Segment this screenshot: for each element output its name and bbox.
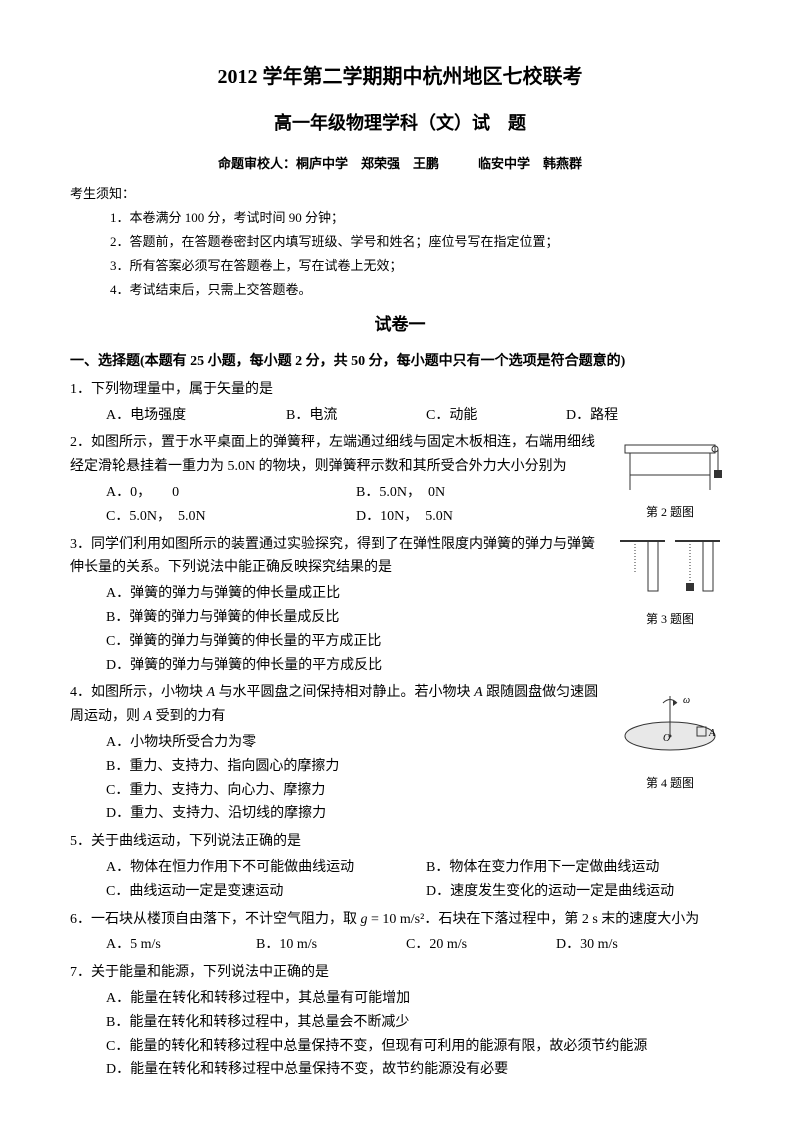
svg-text:A: A xyxy=(708,728,716,739)
q1-opt-a: A．电场强度 xyxy=(106,404,256,428)
title-sub: 高一年级物理学科（文）试 题 xyxy=(70,108,730,139)
part1-head: 一、选择题(本题有 25 小题，每小题 2 分，共 50 分，每小题中只有一个选… xyxy=(70,350,730,374)
spring-ruler-icon xyxy=(615,533,725,603)
q5-options: A．物体在恒力作用下不可能做曲线运动 B．物体在变力作用下一定做曲线运动 C．曲… xyxy=(70,856,730,904)
authors-line: 命题审校人：桐庐中学 郑荣强 王鹏 临安中学 韩燕群 xyxy=(70,153,730,175)
q5-opt-d: D．速度发生变化的运动一定是曲线运动 xyxy=(426,880,674,904)
q2-opt-b: B．5.0N， 0N xyxy=(356,481,445,505)
q6-opt-b: B．10 m/s xyxy=(256,933,376,957)
q3-opt-d: D．弹簧的弹力与弹簧的伸长量的平方成反比 xyxy=(106,654,730,678)
q6-text-b: = 10 m/s²．石块在下落过程中，第 2 s 末的速度大小为 xyxy=(368,912,700,927)
q5-opt-c: C．曲线运动一定是变速运动 xyxy=(106,880,396,904)
q7-opt-b: B．能量在转化和转移过程中，其总量会不断减少 xyxy=(106,1011,730,1035)
q5-opt-a: A．物体在恒力作用下不可能做曲线运动 xyxy=(106,856,396,880)
q6-options: A．5 m/s B．10 m/s C．20 m/s D．30 m/s xyxy=(70,933,730,957)
figure-2: 第 2 题图 xyxy=(610,435,730,522)
table-spring-icon xyxy=(615,435,725,495)
notice-head: 考生须知： xyxy=(70,183,730,205)
q1-opt-b: B．电流 xyxy=(286,404,396,428)
q5-text: 5．关于曲线运动，下列说法正确的是 xyxy=(70,830,730,854)
q1-opt-d: D．路程 xyxy=(566,404,618,428)
question-6: 6．一石块从楼顶自由落下，不计空气阻力，取 g = 10 m/s²．石块在下落过… xyxy=(70,908,730,958)
q6-opt-d: D．30 m/s xyxy=(556,933,618,957)
notice-list: 1．本卷满分 100 分，考试时间 90 分钟； 2．答题前，在答题卷密封区内填… xyxy=(70,207,730,301)
q2-opt-d: D．10N， 5.0N xyxy=(356,505,453,529)
notice-item: 4．考试结束后，只需上交答题卷。 xyxy=(110,279,730,301)
figure-2-label: 第 2 题图 xyxy=(610,502,730,522)
q1-options: A．电场强度 B．电流 C．动能 D．路程 xyxy=(70,404,730,428)
q5-opt-b: B．物体在变力作用下一定做曲线运动 xyxy=(426,856,659,880)
svg-text:O: O xyxy=(663,733,670,744)
q2-opt-c: C．5.0N， 5.0N xyxy=(106,505,326,529)
section-title: 试卷一 xyxy=(70,311,730,340)
figure-4-label: 第 4 题图 xyxy=(610,773,730,793)
q4-text-a: 4．如图所示，小物块 xyxy=(70,685,207,700)
figure-4: ω A O 第 4 题图 xyxy=(610,691,730,793)
figure-3-label: 第 3 题图 xyxy=(610,609,730,629)
disc-rotation-icon: ω A O xyxy=(615,691,725,766)
question-3: 第 3 题图 3．同学们利用如图所示的装置通过实验探究，得到了在弹性限度内弹簧的… xyxy=(70,533,730,678)
q1-text: 1．下列物理量中，属于矢量的是 xyxy=(70,378,730,402)
notice-item: 1．本卷满分 100 分，考试时间 90 分钟； xyxy=(110,207,730,229)
notice-item: 2．答题前，在答题卷密封区内填写班级、学号和姓名；座位号写在指定位置； xyxy=(110,231,730,253)
q6-opt-c: C．20 m/s xyxy=(406,933,526,957)
q7-options: A．能量在转化和转移过程中，其总量有可能增加 B．能量在转化和转移过程中，其总量… xyxy=(70,987,730,1082)
q6-text-a: 6．一石块从楼顶自由落下，不计空气阻力，取 xyxy=(70,912,361,927)
question-4: ω A O 第 4 题图 4．如图所示，小物块 A 与水平圆盘之间保持相对静止。… xyxy=(70,681,730,826)
q2-opt-a: A．0， 0 xyxy=(106,481,326,505)
svg-text:ω: ω xyxy=(683,695,690,706)
q4-text-d: 受到的力有 xyxy=(152,709,226,724)
q7-text: 7．关于能量和能源，下列说法中正确的是 xyxy=(70,961,730,985)
q7-opt-d: D．能量在转化和转移过程中总量保持不变，故节约能源没有必要 xyxy=(106,1058,730,1082)
q7-opt-c: C．能量的转化和转移过程中总量保持不变，但现有可利用的能源有限，故必须节约能源 xyxy=(70,1035,730,1059)
title-main: 2012 学年第二学期期中杭州地区七校联考 xyxy=(70,60,730,94)
q7-opt-a: A．能量在转化和转移过程中，其总量有可能增加 xyxy=(106,987,730,1011)
question-7: 7．关于能量和能源，下列说法中正确的是 A．能量在转化和转移过程中，其总量有可能… xyxy=(70,961,730,1082)
notice-item: 3．所有答案必须写在答题卷上，写在试卷上无效； xyxy=(110,255,730,277)
question-1: 1．下列物理量中，属于矢量的是 A．电场强度 B．电流 C．动能 D．路程 xyxy=(70,378,730,428)
q4-text-b: 与水平圆盘之间保持相对静止。若小物块 xyxy=(215,685,474,700)
q4-opt-d: D．重力、支持力、沿切线的摩擦力 xyxy=(106,802,730,826)
q6-text: 6．一石块从楼顶自由落下，不计空气阻力，取 g = 10 m/s²．石块在下落过… xyxy=(70,908,730,932)
q6-opt-a: A．5 m/s xyxy=(106,933,226,957)
question-5: 5．关于曲线运动，下列说法正确的是 A．物体在恒力作用下不可能做曲线运动 B．物… xyxy=(70,830,730,903)
question-2: 第 2 题图 2．如图所示，置于水平桌面上的弹簧秤，左端通过细线与固定木板相连，… xyxy=(70,431,730,528)
figure-3: 第 3 题图 xyxy=(610,533,730,630)
q1-opt-c: C．动能 xyxy=(426,404,536,428)
q3-opt-c: C．弹簧的弹力与弹簧的伸长量的平方成正比 xyxy=(106,630,730,654)
